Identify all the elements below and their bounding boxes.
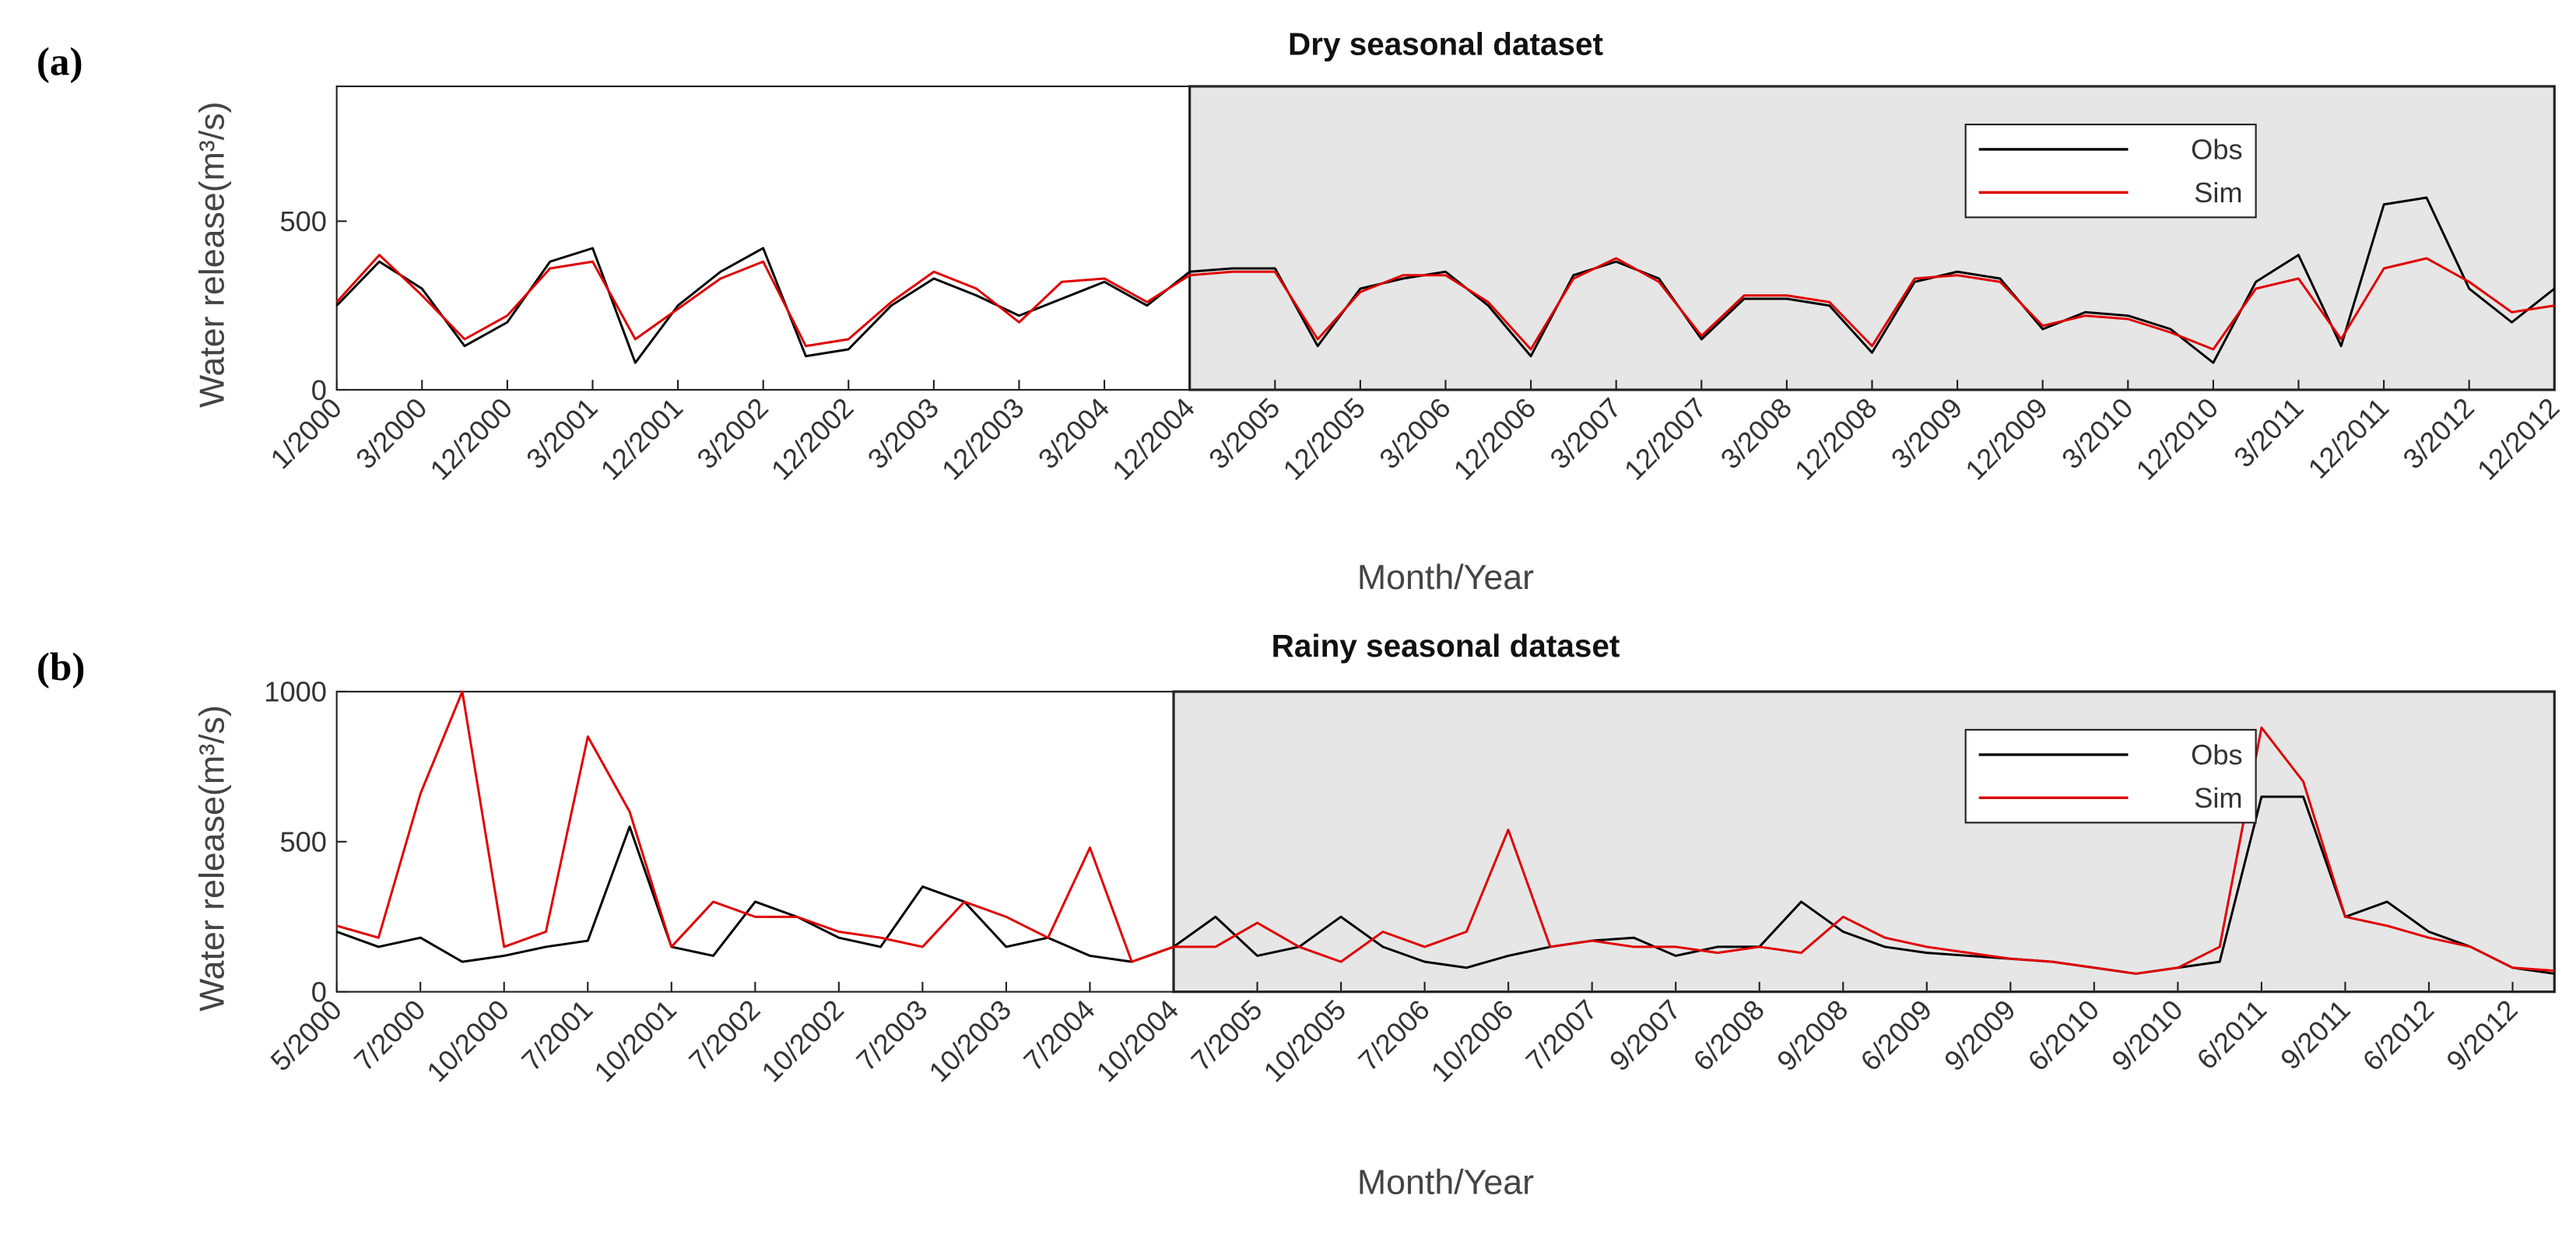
x-tick-label: 12/2006 [1448,391,1542,486]
x-tick-label: 10/2001 [588,994,683,1089]
x-tick-label: 1/2000 [265,391,348,475]
x-tick-label: 12/2000 [423,391,518,486]
legend-label: Obs [2191,134,2242,166]
x-tick-label: 6/2012 [2357,994,2440,1077]
line-series [335,196,2556,364]
x-tick-label: 7/2001 [515,994,598,1077]
x-tick-label: 3/2010 [2055,391,2139,475]
x-tick-label: 6/2008 [1687,994,1771,1077]
x-tick-label: 7/2002 [683,994,766,1077]
x-tick-label: 9/2010 [2105,994,2188,1077]
x-tick-label: 7/2000 [348,994,431,1077]
x-tick-label: 7/2004 [1017,994,1100,1077]
y-tick-label: 0 [311,374,327,406]
x-tick-label: 3/2009 [1885,391,1968,475]
x-axis-label: Month/Year [1357,558,1534,597]
x-tick-label: 5/2000 [265,994,348,1077]
x-tick-label: 12/2012 [2471,391,2566,486]
x-tick-label: 12/2005 [1276,391,1371,486]
y-tick-label: 0 [311,976,327,1008]
legend-box [1964,123,2257,219]
x-tick-label: 3/2003 [862,391,945,475]
legend-box [1964,728,2257,824]
x-tick-label: 12/2011 [2302,391,2395,485]
x-tick-label: 3/2007 [1544,391,1627,475]
x-tick-label: 7/2003 [850,994,933,1077]
x-tick-label: 6/2011 [2191,994,2272,1075]
panel-label: (a) [37,40,83,84]
x-tick-label: 12/2009 [1959,391,2054,486]
x-tick-label: 10/2002 [755,994,850,1089]
x-tick-label: 12/2007 [1618,391,1713,486]
x-tick-label: 3/2008 [1714,391,1798,475]
x-tick-label: 9/2012 [2440,994,2523,1077]
legend-label: Sim [2194,177,2242,209]
legend-label: Sim [2194,782,2242,814]
x-tick-label: 9/2009 [1938,994,2021,1077]
chart-title: Dry seasonal dataset [1288,26,1603,61]
x-tick-label: 9/2007 [1603,994,1686,1077]
x-tick-label: 12/2003 [935,391,1030,486]
y-axis-label: Water release(m³/s) [193,101,232,408]
x-tick-label: 7/2006 [1352,994,1435,1077]
x-tick-label: 9/2008 [1771,994,1854,1077]
x-tick-label: 12/2010 [2130,391,2225,486]
x-tick-label: 12/2008 [1788,391,1883,486]
x-tick-label: 10/2006 [1425,994,1520,1089]
x-tick-label: 9/2011 [2274,994,2356,1075]
x-tick-label: 6/2010 [2022,994,2105,1077]
y-tick-label: 500 [279,826,326,858]
chart-title: Rainy seasonal dataset [1272,628,1620,664]
x-tick-label: 3/2011 [2227,391,2309,473]
x-tick-label: 12/2004 [1106,391,1201,486]
x-tick-label: 3/2004 [1032,391,1115,475]
legend-label: Obs [2191,739,2242,771]
x-tick-label: 10/2005 [1258,994,1353,1089]
x-tick-label: 12/2001 [595,391,690,486]
x-tick-label: 7/2005 [1184,994,1268,1077]
x-axis-label: Month/Year [1357,1163,1534,1202]
x-tick-label: 10/2000 [420,994,515,1089]
shaded-region [1172,690,2556,994]
y-tick-label: 1000 [264,676,327,708]
x-tick-label: 6/2009 [1855,994,1938,1077]
x-tick-label: 3/2005 [1202,391,1286,475]
x-tick-label: 3/2000 [349,391,433,475]
x-tick-label: 3/2001 [520,391,603,475]
x-tick-label: 10/2004 [1090,994,1185,1089]
shaded-region [1188,85,2556,391]
line-series [336,690,2555,975]
line-series [336,795,2555,975]
line-series [335,254,2555,351]
x-tick-label: 3/2012 [2397,391,2480,475]
x-tick-label: 3/2006 [1373,391,1456,475]
panel-label: (b) [37,645,86,689]
x-tick-label: 10/2003 [923,994,1018,1089]
x-tick-label: 7/2007 [1520,994,1603,1077]
y-tick-label: 500 [279,205,326,237]
x-tick-label: 12/2002 [765,391,860,486]
y-axis-label: Water release(m³/s) [193,705,232,1011]
x-tick-label: 3/2002 [691,391,774,475]
